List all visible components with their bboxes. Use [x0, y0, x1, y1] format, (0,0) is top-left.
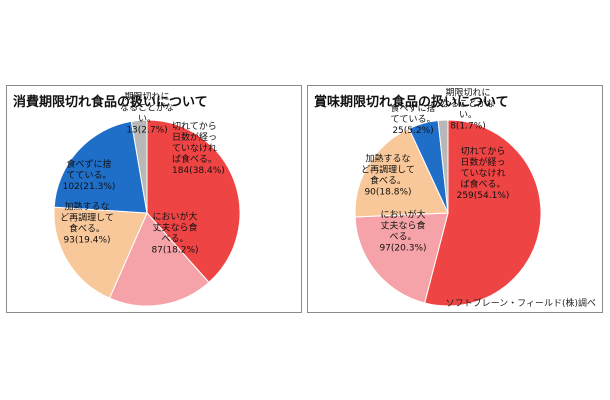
slice-label-line: 102(21.3%) [63, 182, 116, 192]
slice-label-line: 食べずに捨 [66, 158, 111, 170]
slice-label-line: 切れてから [461, 146, 506, 157]
slice-label: 加熱するなど再調理して食べる。 93(19.4%) [60, 201, 114, 246]
chart-title-best-before: 賞味期限切れ食品の扱いについて [314, 95, 509, 110]
slice-label-line: 184(38.4%) [172, 166, 225, 176]
slice-label-line: ていなけれ [460, 168, 505, 179]
slice-label-line: 13(2.7%) [126, 126, 167, 136]
slice-label-line: 日数が経っ [460, 156, 505, 168]
slice-label: 切れてから日数が経っていなければ食べる。 184(38.4%) [172, 121, 225, 176]
slice-label-line: 加熱するな [365, 153, 410, 165]
slice-label: 食べずに捨てている。 102(21.3%) [63, 158, 116, 192]
slice-label-line: べる。 [161, 234, 188, 245]
pie-slice [424, 119, 542, 307]
pie-slice [108, 212, 210, 307]
slice-label: においが大丈夫なら食べる。 97(20.3%) [379, 209, 426, 254]
slice-label-line: 期限切れに [445, 88, 490, 99]
slice-label-line: 食べる。 [69, 223, 105, 235]
pie-slice [146, 119, 241, 284]
slice-label-line: においが大 [380, 209, 425, 221]
slice-label-line: ば食べる。 [460, 178, 505, 190]
slice-label-line: 25(5.2%) [392, 126, 433, 136]
pie-slice [53, 206, 148, 299]
slice-label-line: 食べる。 [370, 175, 406, 187]
slice-label-line: 97(20.3%) [379, 244, 426, 254]
slice-label-line: 93(19.4%) [63, 236, 110, 246]
slice-label: 切れてから日数が経っていなければ食べる。 259(54.1%) [457, 146, 510, 201]
pie-slice [53, 120, 148, 214]
pie-chart-expiry: 切れてから日数が経っていなければ食べる。 184(38.4%) においが大丈夫なら食… [53, 92, 241, 307]
source-credit: ソフトブレーン・フィールド(株)調べ [445, 299, 596, 309]
slice-label-line: べる。 [389, 232, 416, 243]
slice-label-line: い。 [138, 115, 156, 125]
slice-label-line: なることがな [441, 98, 495, 110]
slice-label-line: ば食べる。 [172, 153, 217, 165]
pie-slice [130, 119, 148, 214]
pie-slice [354, 212, 449, 304]
slice-label-line: 切れてから [172, 121, 217, 132]
slice-label-line: 87(18.2%) [151, 246, 198, 256]
chart-panel-best-before: 賞味期限切れ食品の扱いについて 切れてから日数が経っていなければ食べる。 259(… [307, 85, 603, 313]
slice-label: 期限切れになることがない。 8(1.7%) [441, 88, 495, 132]
slice-label-line: 丈夫なら食 [152, 222, 197, 234]
pie-slice [354, 127, 449, 218]
slice-label: 食べずに捨てている。 25(5.2%) [390, 102, 435, 136]
slice-label-line: ど再調理して [60, 212, 114, 224]
slice-label-line: 加熱するな [64, 201, 109, 213]
slice-label-line: 食べずに捨 [390, 102, 435, 114]
chart-title-expiry: 消費期限切れ食品の扱いについて [13, 95, 208, 110]
slice-label-line: なることがな [120, 102, 174, 114]
slice-label-line: てている。 [390, 114, 435, 125]
slice-label: 加熱するなど再調理して食べる。 90(18.8%) [361, 153, 415, 198]
slice-label-line: ていなけれ [172, 143, 217, 154]
slice-label-line: 8(1.7%) [450, 122, 486, 132]
pie-chart-best-before: 切れてから日数が経っていなければ食べる。 259(54.1%) においが大丈夫なら食… [354, 88, 542, 307]
slice-label-line: 日数が経っ [172, 131, 217, 143]
slice-label-line: い。 [459, 111, 477, 121]
slice-label-line: 259(54.1%) [457, 191, 510, 201]
slice-label-line: においが大 [152, 211, 197, 223]
chart-panel-expiry: 消費期限切れ食品の扱いについて 切れてから日数が経っていなければ食べる。 184(… [6, 85, 302, 313]
slice-label-line: ど再調理して [361, 164, 415, 176]
pie-slice [437, 119, 449, 214]
slice-label: においが大丈夫なら食べる。 87(18.2%) [151, 211, 198, 256]
slice-label-line: 90(18.8%) [364, 188, 411, 198]
slice-label: 期限切れになることがない。 13(2.7%) [120, 92, 174, 136]
slice-label-line: 丈夫なら食 [380, 220, 425, 232]
slice-label-line: てている。 [66, 170, 111, 181]
slice-label-line: 期限切れに [124, 92, 169, 103]
